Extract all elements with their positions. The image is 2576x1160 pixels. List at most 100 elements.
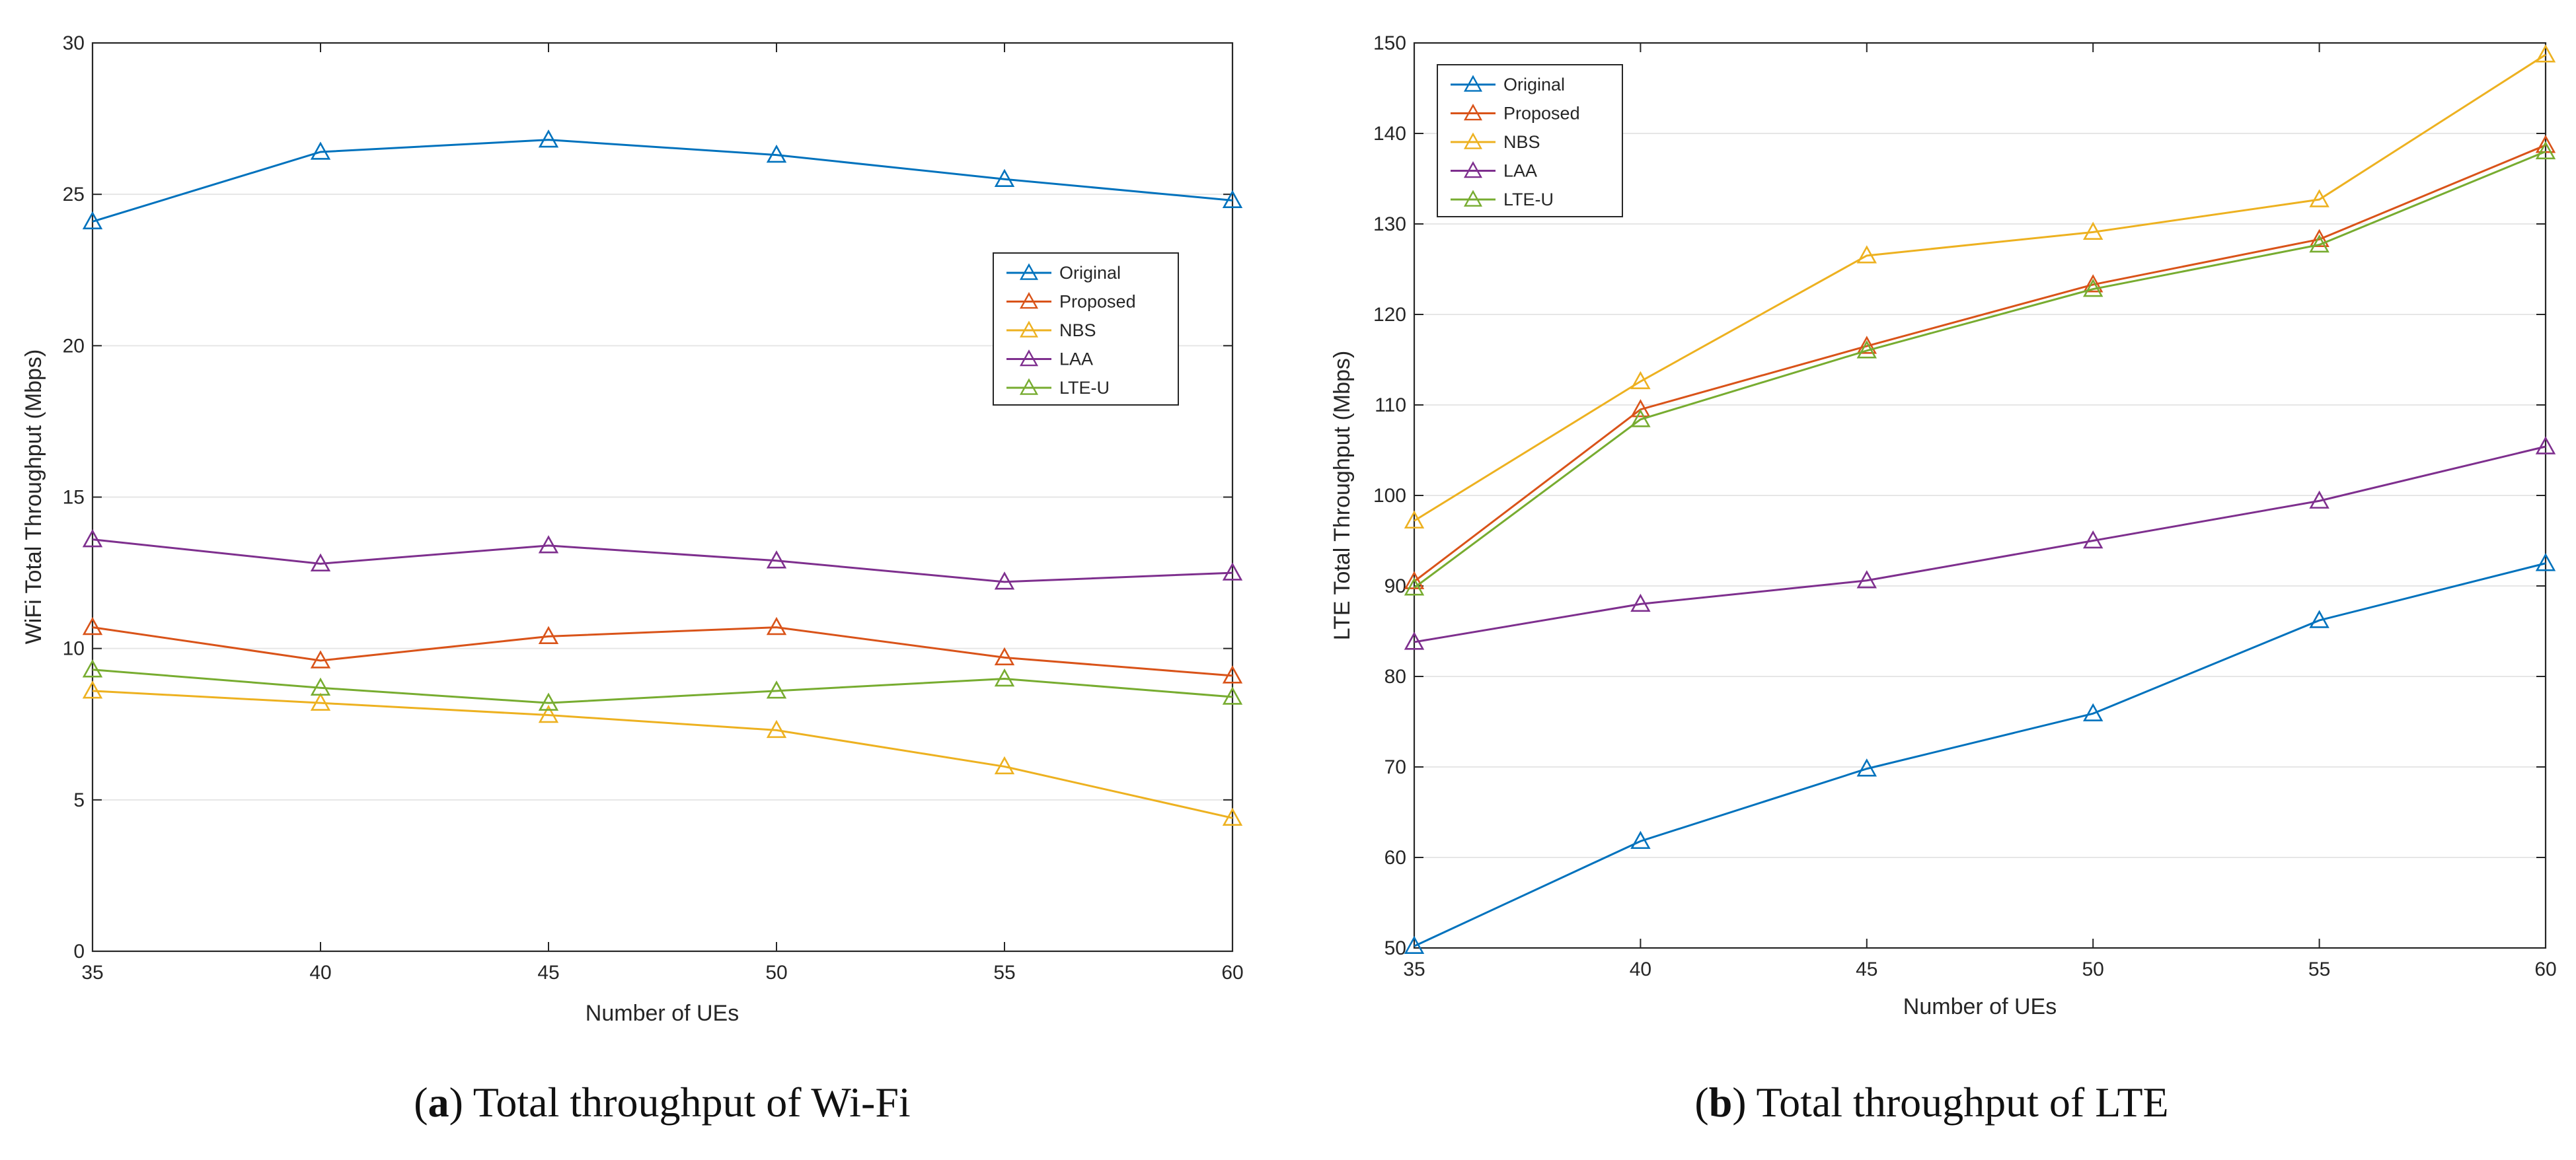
legend-marker-icon	[1463, 104, 1483, 121]
y-tick-label: 50	[1384, 937, 1406, 959]
data-point-lte-u	[2082, 278, 2103, 297]
x-tick-label: 50	[765, 962, 787, 984]
data-point-proposed	[538, 626, 559, 645]
legend-label: LTE-U	[1503, 190, 1554, 209]
data-point-proposed	[2309, 229, 2330, 247]
data-point-lte-u	[538, 692, 559, 711]
data-point-laa	[82, 528, 103, 548]
caption: (a) Total throughput of Wi-Fi	[414, 1079, 910, 1126]
y-tick-label: 30	[63, 32, 85, 54]
data-point-original	[82, 211, 103, 230]
x-axis-label: Number of UEs	[586, 1001, 739, 1026]
x-tick-label: 45	[537, 962, 559, 984]
data-point-original	[766, 144, 787, 163]
x-tick-label: 60	[2534, 959, 2556, 980]
x-tick-label: 55	[993, 962, 1015, 984]
legend-marker-icon	[1463, 75, 1483, 92]
data-point-nbs	[310, 692, 331, 711]
series-line-proposed	[92, 626, 1233, 677]
legend-label: Proposed	[1059, 292, 1136, 312]
series-proposed	[82, 616, 1243, 684]
data-point-original	[2535, 553, 2556, 571]
y-tick-label: 15	[63, 487, 85, 509]
x-tick-label: 40	[1630, 959, 1651, 980]
data-point-lte-u	[766, 680, 787, 699]
legend-label: NBS	[1503, 132, 1540, 152]
data-point-laa	[1856, 570, 1877, 589]
x-axis-label: Number of UEs	[1903, 994, 2057, 1019]
series-line-original	[92, 139, 1233, 223]
y-tick-label: 0	[73, 941, 85, 962]
legend-marker-icon	[1463, 161, 1483, 178]
data-point-original	[1222, 190, 1243, 209]
data-point-proposed	[1222, 665, 1243, 684]
data-point-original	[538, 129, 559, 148]
data-point-nbs	[2309, 189, 2330, 207]
data-point-lte-u	[994, 668, 1015, 687]
series-original	[82, 129, 1243, 230]
axis-ticks: 0 5 10 15 20 25 30 35 40 45 50 55 60	[63, 32, 1244, 984]
data-point-nbs	[82, 680, 103, 699]
data-point-original	[1630, 830, 1651, 850]
legend-item-nbs: NBS	[1451, 132, 1540, 152]
series-proposed	[1404, 135, 2556, 589]
data-point-nbs	[2535, 44, 2556, 63]
legend-label: LAA	[1503, 161, 1537, 181]
data-point-nbs	[1222, 807, 1243, 826]
series-line-laa	[1414, 445, 2546, 643]
data-point-original	[1856, 758, 1877, 777]
y-tick-label: 120	[1373, 304, 1406, 326]
y-tick-label: 150	[1373, 32, 1406, 54]
legend-box	[1437, 64, 1623, 217]
data-point-lte-u	[1222, 686, 1243, 705]
axis-ticks: 50 60 70 80 90 100 110 120 130 140 150 35 40 45 50 55 60	[1373, 32, 2557, 980]
data-point-proposed	[994, 647, 1015, 666]
data-point-proposed	[2082, 274, 2103, 293]
caption: (b) Total throughput of LTE	[1694, 1079, 2168, 1126]
data-point-original	[2082, 703, 2103, 721]
series-line-lte-u	[92, 669, 1233, 704]
legend-item-lte-u: LTE-U	[1451, 190, 1554, 209]
series-nbs	[82, 680, 1243, 826]
legend-label: LAA	[1059, 349, 1093, 369]
x-tick-label: 45	[1856, 959, 1877, 980]
data-point-laa	[2082, 530, 2103, 549]
data-point-lte-u	[2535, 141, 2556, 160]
series-layer	[82, 129, 1243, 826]
data-point-proposed	[310, 650, 331, 669]
y-tick-label: 10	[63, 638, 85, 660]
legend: Original Proposed NBS LAA LTE-U	[993, 252, 1179, 406]
legend-label: Original	[1059, 263, 1121, 283]
data-point-laa	[2535, 436, 2556, 454]
y-axis-label: WiFi Total Throughput (Mbps)	[21, 349, 46, 645]
data-point-original	[310, 141, 331, 160]
data-point-lte-u	[1404, 577, 1425, 596]
y-tick-label: 110	[1375, 394, 1406, 416]
x-tick-label: 50	[2082, 959, 2104, 980]
data-point-original	[994, 168, 1015, 187]
series-nbs	[1404, 44, 2556, 529]
y-tick-label: 5	[73, 789, 85, 811]
legend-marker-icon	[1019, 349, 1039, 367]
chart-lte-throughput: 50 60 70 80 90 100 110 120 130 140 150 35 40 45 50 55 60…	[1330, 32, 2557, 1126]
data-point-original	[2309, 610, 2330, 628]
caption-text: Total throughput of LTE	[1756, 1079, 2168, 1126]
data-point-lte-u	[82, 659, 103, 678]
y-tick-label: 130	[1373, 213, 1406, 235]
legend-item-original: Original	[1006, 263, 1121, 283]
data-point-nbs	[1404, 510, 1425, 529]
data-point-lte-u	[1630, 409, 1651, 427]
caption-letter: b	[1709, 1079, 1733, 1126]
y-tick-label: 90	[1384, 575, 1406, 597]
data-point-proposed	[1630, 399, 1651, 417]
legend-marker-icon	[1463, 132, 1483, 149]
data-point-laa	[994, 571, 1015, 590]
grid-lines	[1414, 133, 2546, 858]
chart-wifi-throughput: 0 5 10 15 20 25 30 35 40 45 50 55 60 Number of UEs W…	[21, 32, 1244, 1126]
y-tick-label: 140	[1373, 123, 1406, 145]
legend-label: Proposed	[1503, 104, 1580, 124]
series-laa	[82, 528, 1243, 590]
data-point-nbs	[2082, 221, 2103, 240]
data-point-lte-u	[2309, 234, 2330, 253]
data-point-proposed	[1856, 336, 1877, 354]
